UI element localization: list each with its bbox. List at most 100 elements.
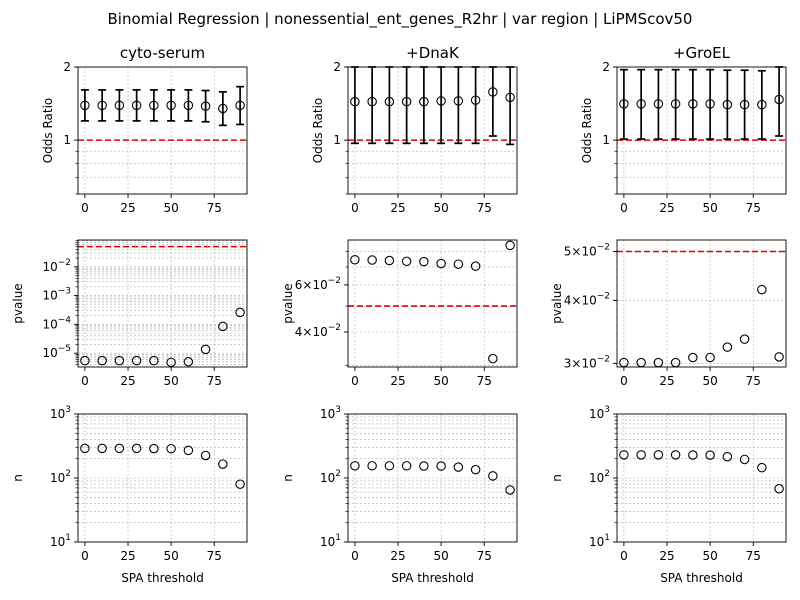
y-tick-label: 10−4 xyxy=(42,315,71,331)
grid xyxy=(78,413,247,543)
data-point xyxy=(505,92,515,103)
data-point xyxy=(131,100,142,111)
axes-frame xyxy=(616,239,787,368)
x-tick-label: 0 xyxy=(81,374,89,388)
x-ticks: 0 25 50 75 xyxy=(351,542,492,563)
data-point xyxy=(401,461,412,471)
data-points xyxy=(350,87,515,107)
data-point xyxy=(218,103,228,114)
x-tick-label: 25 xyxy=(659,549,674,563)
data-point xyxy=(619,99,629,109)
x-axis-label: SPA threshold xyxy=(660,571,743,585)
y-axis-label: pvalue xyxy=(11,283,25,323)
data-point xyxy=(80,100,90,111)
data-point xyxy=(114,355,125,366)
data-point xyxy=(183,357,194,367)
x-tick-label: 0 xyxy=(351,549,359,563)
data-point xyxy=(114,100,125,111)
x-tick-label: 0 xyxy=(620,374,628,388)
y-axis-label: Odds Ratio xyxy=(580,98,594,164)
data-point xyxy=(705,99,715,109)
data-point xyxy=(367,461,377,471)
y-tick-label: 102 xyxy=(50,469,71,485)
data-point xyxy=(688,450,698,460)
data-points xyxy=(80,100,245,114)
chart-panel-n-groel: 0 25 50 75 101 102 103 n SPA threshold xyxy=(550,405,787,585)
x-axis-label: SPA threshold xyxy=(391,571,474,585)
x-ticks: 0 25 50 75 xyxy=(81,194,222,215)
x-tick-label: 25 xyxy=(659,374,674,388)
data-points xyxy=(619,450,784,494)
data-point xyxy=(774,94,784,105)
x-ticks: 0 25 50 75 xyxy=(351,367,492,388)
y-tick-label: 3×10−2 xyxy=(564,354,610,370)
data-point xyxy=(488,87,498,97)
data-point xyxy=(350,254,360,265)
data-point xyxy=(470,464,481,475)
x-tick-label: 75 xyxy=(746,201,761,215)
x-axis-label: SPA threshold xyxy=(121,571,204,585)
data-point xyxy=(80,443,90,454)
data-point xyxy=(739,454,750,465)
data-points xyxy=(619,94,784,110)
x-tick-label: 50 xyxy=(163,549,178,563)
panel-title: cyto-serum xyxy=(120,44,205,62)
data-points xyxy=(80,307,245,368)
data-point xyxy=(183,445,194,456)
x-tick-label: 0 xyxy=(81,549,89,563)
data-point xyxy=(436,96,446,106)
y-tick-label: 102 xyxy=(589,469,610,485)
data-point xyxy=(401,96,412,107)
data-point xyxy=(453,462,464,472)
panel-title: +DnaK xyxy=(406,44,460,62)
data-point xyxy=(235,100,245,111)
grid xyxy=(617,413,786,543)
x-tick-label: 25 xyxy=(390,374,405,388)
y-tick-label: 10−3 xyxy=(42,287,71,303)
data-point xyxy=(670,450,681,460)
data-point xyxy=(131,443,142,454)
data-point xyxy=(166,100,176,111)
data-point xyxy=(757,284,767,295)
data-point xyxy=(688,352,698,363)
data-point xyxy=(722,451,733,462)
data-point xyxy=(739,334,750,344)
x-tick-label: 50 xyxy=(163,201,178,215)
data-point xyxy=(419,461,429,471)
grid xyxy=(348,240,517,367)
y-ticks: 101 102 103 xyxy=(320,405,348,549)
chart-panel-n-dnak: 0 25 50 75 101 102 103 n SPA threshold xyxy=(281,405,518,585)
axes-frame xyxy=(347,239,518,368)
x-tick-label: 25 xyxy=(120,201,135,215)
data-point xyxy=(200,101,211,111)
data-point xyxy=(419,256,429,267)
data-point xyxy=(470,261,481,271)
data-point xyxy=(200,450,211,461)
x-tick-label: 50 xyxy=(702,549,717,563)
y-tick-label: 1 xyxy=(63,133,71,147)
data-point xyxy=(183,100,194,111)
y-tick-label: 4×10−2 xyxy=(564,291,610,307)
data-points xyxy=(350,461,515,495)
data-point xyxy=(166,357,176,368)
x-tick-label: 75 xyxy=(477,201,492,215)
axes-frame xyxy=(616,66,787,195)
data-point xyxy=(619,450,629,460)
y-axis-label: Odds Ratio xyxy=(311,98,325,164)
data-point xyxy=(149,100,159,111)
x-tick-label: 0 xyxy=(351,374,359,388)
y-tick-label: 101 xyxy=(50,533,71,549)
y-axis-label: Odds Ratio xyxy=(41,98,55,164)
data-point xyxy=(688,99,698,109)
data-points xyxy=(350,240,515,364)
x-tick-label: 25 xyxy=(390,201,405,215)
data-point xyxy=(505,485,515,495)
data-point xyxy=(367,96,377,107)
data-point xyxy=(80,355,90,366)
data-point xyxy=(436,258,446,269)
data-point xyxy=(384,461,395,471)
y-ticks: 101 102 103 xyxy=(589,405,617,549)
